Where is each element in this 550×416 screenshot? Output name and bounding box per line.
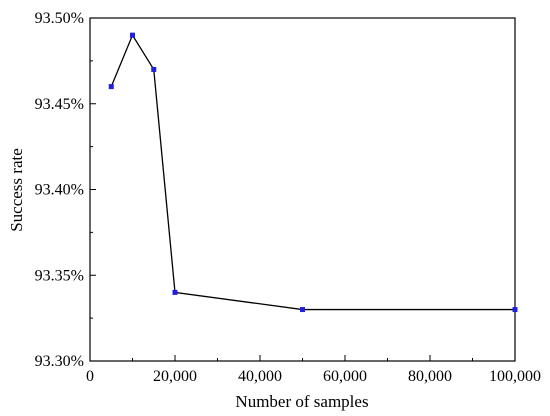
y-axis-ticks: 93.30% 93.35% 93.40% 93.45% 93.50%: [35, 10, 96, 370]
y-tick-label: 93.45%: [35, 96, 84, 113]
x-tick-label: 60,000: [323, 368, 367, 385]
data-point: [151, 66, 157, 72]
data-point: [130, 32, 135, 38]
data-point: [512, 307, 518, 313]
data-point: [300, 307, 305, 313]
data-point: [108, 84, 114, 90]
x-tick-label: 40,000: [238, 368, 282, 385]
x-tick-label: 80,000: [408, 368, 452, 385]
x-tick-label: 20,000: [153, 368, 197, 385]
series-line: [110, 33, 515, 311]
series-layer: [108, 32, 518, 313]
x-tick-label: 100,000: [489, 368, 541, 385]
x-axis-ticks: 0 20,000 40,000 60,000 80,000 100,000: [86, 355, 541, 385]
y-tick-label: 93.35%: [35, 267, 84, 284]
y-tick-label: 93.30%: [35, 353, 84, 370]
y-axis-label: Success rate: [7, 148, 26, 232]
y-tick-label: 93.40%: [35, 182, 84, 199]
data-point: [172, 289, 178, 295]
x-tick-label: 0: [86, 368, 94, 385]
y-tick-label: 93.50%: [35, 10, 84, 27]
x-axis-label: Number of samples: [235, 392, 368, 411]
